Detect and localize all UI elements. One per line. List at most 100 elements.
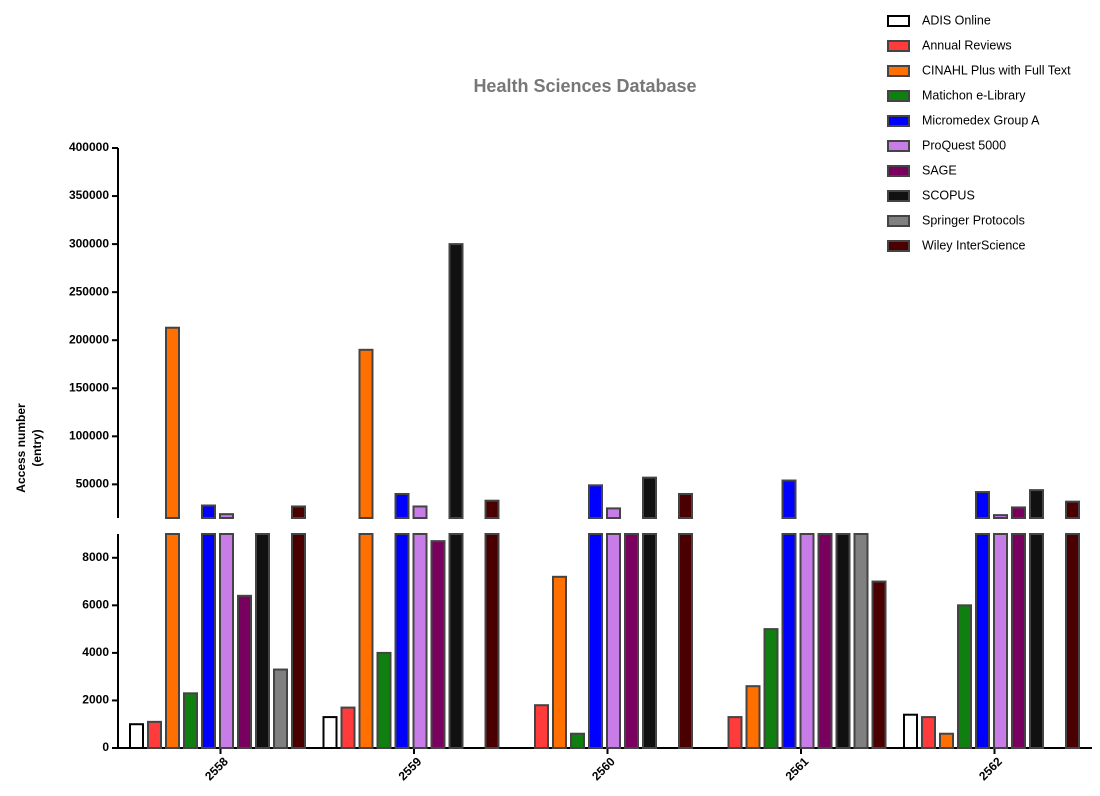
legend-label: Micromedex Group A xyxy=(922,113,1040,127)
bar xyxy=(291,533,306,749)
legend-swatch xyxy=(887,140,910,152)
legend-swatch xyxy=(887,115,910,127)
legend-label: Springer Protocols xyxy=(922,213,1025,227)
bar xyxy=(975,491,990,519)
bar xyxy=(975,533,990,749)
bar xyxy=(322,716,338,749)
bar xyxy=(642,476,657,519)
bar xyxy=(853,533,869,749)
bar xyxy=(552,575,567,749)
bar xyxy=(129,723,144,750)
y-tick-label: 400000 xyxy=(69,140,109,154)
bar xyxy=(624,533,639,749)
legend-label: ADIS Online xyxy=(922,13,991,27)
bar xyxy=(412,533,428,749)
y-tick-label: 2000 xyxy=(82,693,109,707)
bar xyxy=(993,514,1008,519)
bar xyxy=(642,533,657,749)
legend-label: Annual Reviews xyxy=(922,38,1012,52)
legend-label: CINAHL Plus with Full Text xyxy=(922,63,1071,77)
y-tick-label: 100000 xyxy=(69,428,109,442)
bar xyxy=(903,713,918,750)
x-tick-label: 2560 xyxy=(589,754,618,783)
legend-label: SCOPUS xyxy=(922,188,975,202)
legend-label: ProQuest 5000 xyxy=(922,138,1006,152)
legend-label: Matichon e-Library xyxy=(922,88,1026,102)
bar xyxy=(606,533,621,749)
y-tick-label: 4000 xyxy=(82,645,109,659)
bar xyxy=(394,533,410,749)
legend-swatch xyxy=(887,240,910,252)
x-tick-label: 2558 xyxy=(202,754,231,783)
bar xyxy=(376,651,392,750)
bar xyxy=(255,533,270,749)
bar xyxy=(817,533,833,749)
bar xyxy=(678,492,693,520)
bar xyxy=(412,505,428,519)
legend-swatch xyxy=(887,215,910,227)
bar xyxy=(1029,489,1044,520)
bar xyxy=(291,505,306,519)
legend-swatch xyxy=(887,15,910,27)
bar xyxy=(237,594,252,749)
bar xyxy=(588,533,603,749)
bar xyxy=(921,716,936,749)
bar xyxy=(763,628,779,749)
bar xyxy=(957,604,972,749)
bar xyxy=(799,533,815,749)
bar xyxy=(1065,500,1080,519)
x-tick-label: 2561 xyxy=(783,754,812,783)
legend-label: Wiley InterScience xyxy=(922,238,1026,252)
bar xyxy=(745,685,761,750)
bar xyxy=(340,706,356,749)
bar xyxy=(534,704,549,750)
bar xyxy=(165,533,180,749)
bar xyxy=(678,533,693,749)
bar xyxy=(570,732,585,750)
legend-swatch xyxy=(887,190,910,202)
bar xyxy=(147,720,162,749)
bar xyxy=(606,507,621,520)
bar xyxy=(430,540,446,750)
bar xyxy=(781,533,797,749)
y-tick-label: 350000 xyxy=(69,188,109,202)
y-tick-label: 0 xyxy=(102,740,109,754)
bar xyxy=(201,504,216,520)
bar xyxy=(183,692,198,749)
bar xyxy=(358,348,374,519)
legend-swatch xyxy=(887,165,910,177)
legend-swatch xyxy=(887,90,910,102)
y-tick-label: 6000 xyxy=(82,598,109,612)
bar xyxy=(871,580,887,749)
bar xyxy=(993,533,1008,749)
x-tick-label: 2562 xyxy=(976,754,1005,783)
chart-title: Health Sciences Database xyxy=(473,76,696,96)
y-tick-label: 50000 xyxy=(76,477,110,491)
bar xyxy=(588,484,603,519)
bar xyxy=(727,716,743,749)
bar xyxy=(219,513,234,519)
bar xyxy=(448,533,464,749)
bar xyxy=(1065,533,1080,749)
bar xyxy=(484,533,500,749)
bar xyxy=(484,499,500,519)
bar xyxy=(165,326,180,520)
y-axis-label: Access number xyxy=(14,403,28,493)
y-tick-label: 250000 xyxy=(69,284,109,298)
bar xyxy=(273,668,288,749)
bar xyxy=(835,533,851,749)
bar xyxy=(448,243,464,520)
legend-label: SAGE xyxy=(922,163,957,177)
y-tick-label: 150000 xyxy=(69,380,109,394)
bar xyxy=(394,492,410,520)
bar xyxy=(1011,533,1026,749)
bar xyxy=(201,533,216,749)
bar xyxy=(781,479,797,519)
y-tick-label: 200000 xyxy=(69,332,109,346)
legend-swatch xyxy=(887,40,910,52)
x-tick-label: 2559 xyxy=(396,754,425,783)
bar xyxy=(358,533,374,749)
bar xyxy=(939,732,954,750)
bar xyxy=(219,533,234,749)
y-tick-label: 8000 xyxy=(82,550,109,564)
